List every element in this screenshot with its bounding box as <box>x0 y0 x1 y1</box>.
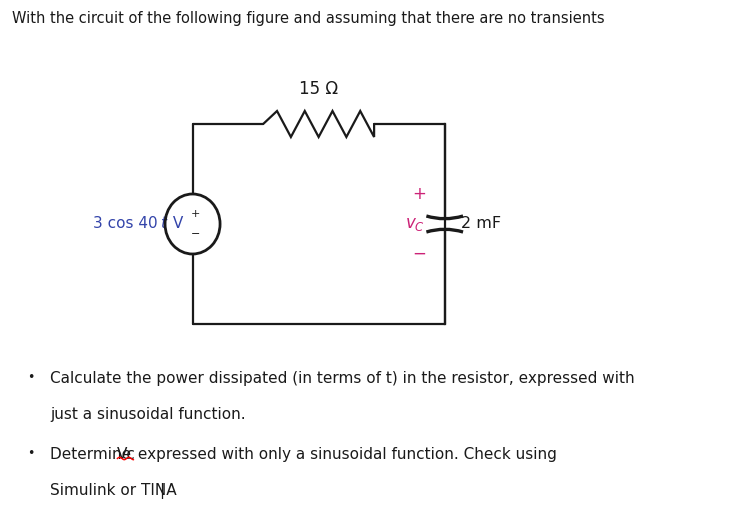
Text: expressed with only a sinusoidal function. Check using: expressed with only a sinusoidal functio… <box>134 447 557 462</box>
Text: 3 cos 40: 3 cos 40 <box>93 216 158 232</box>
Text: just a sinusoidal function.: just a sinusoidal function. <box>50 407 246 422</box>
Text: Vc: Vc <box>118 447 136 462</box>
Text: With the circuit of the following figure and assuming that there are no transien: With the circuit of the following figure… <box>12 11 605 26</box>
Text: V: V <box>168 216 183 232</box>
Text: •: • <box>28 371 35 384</box>
Text: |: | <box>159 483 164 499</box>
Text: −: − <box>412 245 426 263</box>
Text: Simulink or TINA: Simulink or TINA <box>50 483 177 498</box>
Text: +: + <box>191 209 200 219</box>
Text: −: − <box>191 229 200 239</box>
Text: +: + <box>412 185 426 203</box>
Text: $v_C$: $v_C$ <box>405 215 425 233</box>
Text: Calculate the power dissipated (in terms of t) in the resistor, expressed with: Calculate the power dissipated (in terms… <box>50 371 635 386</box>
Text: 2 mF: 2 mF <box>461 216 501 232</box>
Text: Determine: Determine <box>50 447 137 462</box>
Text: 15 Ω: 15 Ω <box>299 80 338 98</box>
Text: t: t <box>159 216 165 232</box>
Text: •: • <box>28 447 35 460</box>
